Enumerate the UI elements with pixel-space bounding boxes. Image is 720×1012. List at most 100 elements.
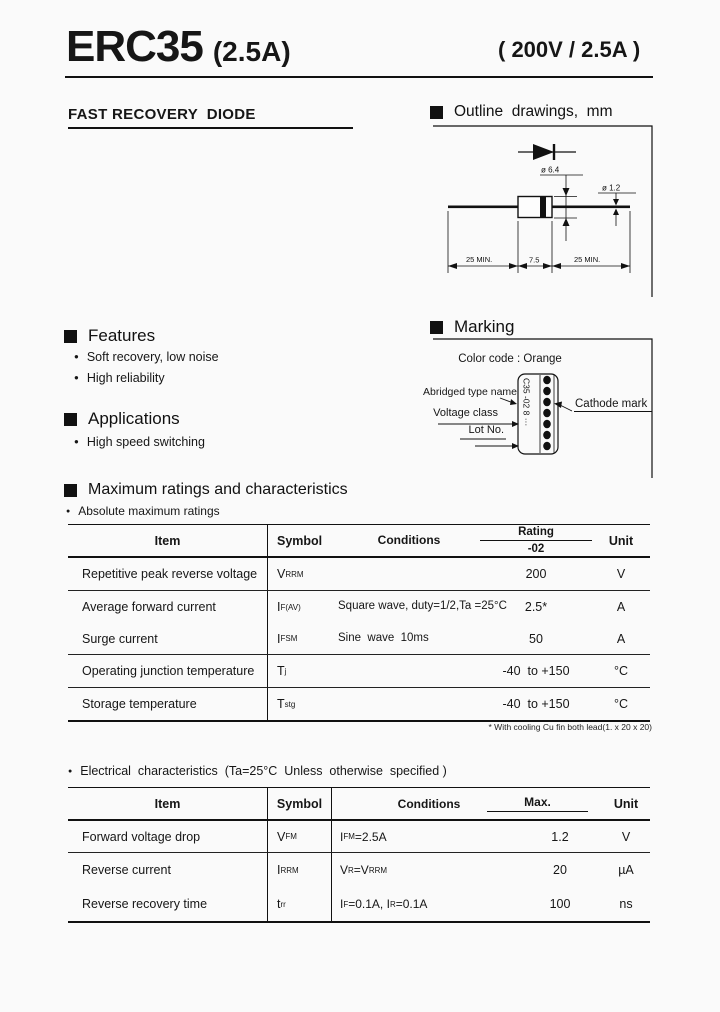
row-conditions: Square wave, duty=1/2, Ta =25°C: [338, 600, 507, 613]
device-type-subtitle: FAST RECOVERY DIODE: [68, 106, 256, 123]
electrical-subheading: ● Electrical characteristics (Ta=25°C Un…: [68, 764, 447, 778]
section-marker-square: [430, 105, 443, 119]
applications-section-heading: Applications: [64, 409, 180, 429]
bullet-icon: ●: [74, 437, 79, 446]
outline-section-heading: Outline drawings, mm: [430, 103, 613, 121]
row-conditions: I F =0.1A, I R =0.1A: [340, 897, 428, 911]
part-current: (2.5A): [212, 36, 291, 67]
row-symbol: t rr: [268, 887, 332, 921]
dim-right-lead: 25 MIN.: [574, 255, 600, 264]
voltage-current-rating: ( 200V / 2.5A ): [498, 37, 641, 62]
feature-item: ● High reliability: [74, 371, 165, 385]
col-item: Item: [68, 788, 268, 819]
max-header-underline: [487, 811, 588, 812]
abridged-type-name-label: Abridged type name: [423, 386, 517, 398]
row-conditions: I FM =2.5A: [340, 829, 387, 844]
table-row: Repetitive peak reverse voltage V RRM 200…: [68, 558, 650, 591]
row-unit: µA: [618, 863, 634, 877]
section-marker-square: [430, 320, 443, 334]
features-section-heading: Features: [64, 326, 155, 346]
row-rating: 200: [525, 567, 547, 581]
dim-lead-diameter: ø 1.2: [602, 184, 621, 193]
row-rating: 2.5*: [524, 600, 548, 614]
table-row: Reverse recovery time t rr I F =0.1A, I R =0…: [68, 887, 650, 921]
cathode-mark-dots: [543, 375, 551, 451]
col-rating: Rating -02: [480, 526, 592, 555]
row-conditions: [332, 558, 480, 590]
outline-drawing: ø 6.4 ø 1.2 25 MIN. 7.5 25 MIN.: [433, 125, 653, 297]
bullet-icon: ●: [74, 373, 79, 382]
row-conditions: V R =V RRM: [340, 863, 388, 877]
col-item: Item: [68, 525, 268, 556]
row-unit: A: [616, 600, 626, 614]
row-symbol: I FSM: [277, 631, 298, 646]
row-conditions: Sine wave 10ms: [338, 631, 429, 644]
max-ratings-table: Item Symbol Conditions Rating -02 Unit R…: [68, 524, 650, 722]
table-row: Average forward current I F(AV) Square wa…: [68, 591, 650, 623]
row-item: Reverse current: [68, 853, 268, 887]
color-code-note: Color code : Orange: [458, 353, 562, 365]
dim-body-diameter: ø 6.4: [541, 166, 560, 175]
electrical-table: Item Symbol Conditions Max. Unit Forward…: [68, 787, 650, 923]
table-footnote: * With cooling Cu fin both lead(1. x 20 …: [488, 722, 652, 732]
row-rating: -40 to +150: [502, 664, 570, 678]
row-unit: °C: [613, 664, 629, 678]
row-item: Forward voltage drop: [68, 821, 268, 852]
cathode-band: [540, 196, 546, 218]
col-unit: Unit: [608, 533, 634, 548]
row-item: Operating junction temperature: [68, 655, 268, 687]
section-marker-square: [64, 329, 77, 343]
dim-body-length: 7.5: [529, 256, 539, 265]
voltage-class-label: Voltage class: [433, 407, 498, 419]
marking-section-heading: Marking: [430, 317, 514, 337]
row-rating: 50: [529, 631, 543, 646]
row-symbol: I RRM: [268, 853, 332, 887]
feature-item: ● Soft recovery, low noise: [74, 350, 219, 364]
bullet-icon: ●: [74, 352, 79, 361]
marking-body-text: C35 -02 8 ···: [522, 378, 532, 426]
table-header-row: Item Symbol Conditions Rating -02 Unit: [68, 525, 650, 558]
row-max: 20: [553, 863, 567, 877]
row-unit: V: [616, 567, 626, 581]
row-max: 1.2: [551, 829, 569, 844]
section-marker-square: [64, 412, 77, 426]
row-item: Reverse recovery time: [68, 887, 268, 921]
application-item: ● High speed switching: [74, 435, 205, 449]
row-symbol: V FM: [268, 821, 332, 852]
row-rating: -40 to +150: [502, 697, 570, 711]
absolute-max-subheading: ● Absolute maximum ratings: [66, 504, 220, 518]
col-symbol: Symbol: [277, 533, 323, 548]
table-row: Reverse current I RRM V R =V RRM 20 µA: [68, 853, 650, 887]
header-rule: [65, 76, 653, 79]
bullet-icon: ●: [66, 507, 71, 515]
table-header-row: Item Symbol Conditions Max. Unit: [68, 788, 650, 821]
cathode-mark-label: Cathode mark: [574, 398, 653, 412]
row-unit: °C: [613, 697, 629, 711]
dim-left-lead: 25 MIN.: [466, 255, 492, 264]
diode-body: [517, 195, 553, 219]
part-number: ERC35: [66, 22, 204, 71]
row-max: 100: [549, 897, 571, 911]
subtitle-rule: [68, 127, 353, 129]
diode-symbol-icon: [518, 144, 576, 160]
row-item: Repetitive peak reverse voltage: [68, 558, 268, 590]
row-item: Surge current: [68, 623, 268, 654]
row-unit: V: [621, 829, 631, 844]
marking-body: [517, 373, 559, 455]
row-symbol: V RRM: [277, 567, 304, 581]
col-unit: Unit: [613, 796, 639, 811]
row-unit: A: [616, 631, 626, 646]
lot-no-label: Lot No.: [468, 424, 504, 436]
row-symbol: I F(AV): [277, 600, 301, 614]
page-title: ERC35 (2.5A): [66, 22, 291, 72]
col-max: Max.: [487, 788, 602, 819]
table-row: Surge current I FSM Sine wave 10ms 50 A: [68, 623, 650, 655]
col-conditions: Conditions: [377, 533, 441, 548]
row-unit: ns: [619, 897, 633, 911]
table-row: Forward voltage drop V FM I FM =2.5A 1.2 V: [68, 821, 650, 853]
col-conditions: Conditions: [397, 796, 461, 811]
